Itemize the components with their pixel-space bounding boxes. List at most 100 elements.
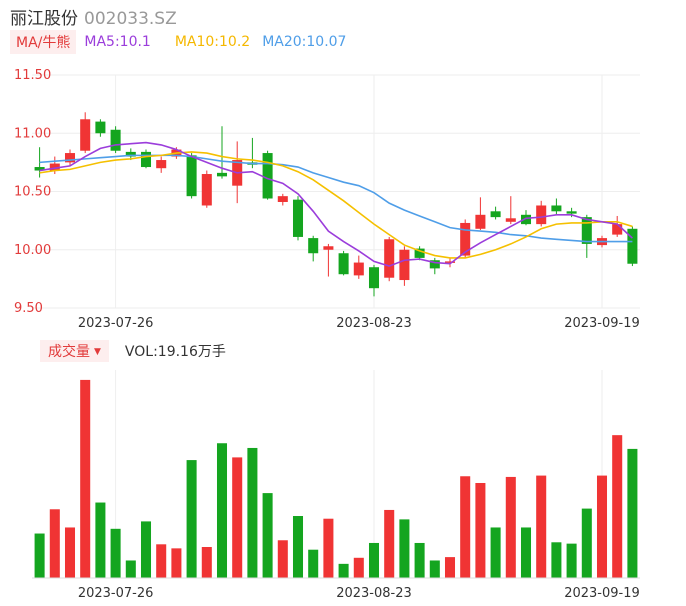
volume-bar [125,560,136,578]
volume-tag-label: 成交量 [48,344,90,360]
volume-bar [262,493,273,578]
volume-bar [566,543,577,578]
candle-body [581,217,592,244]
caret-down-icon: ▼ [94,347,101,357]
volume-bar [323,518,334,578]
volume-date-label: 2023-09-19 [564,586,640,601]
volume-bar [505,476,516,578]
volume-legend: 成交量 ▼ VOL:19.16万手 [40,340,226,362]
volume-bar [201,547,212,578]
volume-bar [536,475,547,578]
candle [95,119,106,137]
candle [186,153,197,199]
volume-bar [292,516,304,578]
candle [80,112,91,154]
candle [475,197,486,230]
candle-body [414,248,425,258]
candle [505,196,516,225]
candle-body [292,199,304,237]
candle [64,149,76,166]
volume-bar [490,527,501,578]
volume-date-label: 2023-07-26 [78,586,154,601]
candle-body [475,214,486,229]
candle-body [64,153,76,163]
candle [262,150,273,200]
candle-body [551,205,562,212]
candle-body [186,155,197,197]
volume-bar [232,457,243,578]
candle [429,257,440,275]
volume-bar [581,508,592,578]
volume-bar [551,542,562,578]
volume-bar [64,527,76,578]
candle-body [520,214,532,225]
candle-body [201,174,212,206]
candle-body [353,262,364,276]
candle [353,255,364,279]
volume-bar [627,448,638,578]
price-tick-label: 10.00 [14,243,51,258]
candle-body [125,151,136,157]
candle-body [627,228,638,264]
candle [140,149,152,169]
candle-body [156,160,167,169]
candle [551,198,562,215]
candle [110,126,121,154]
candle-body [95,121,106,134]
candle-body [49,163,60,171]
candle-body [490,211,501,218]
stock-code: 002033.SZ [84,9,177,29]
candle-body [34,167,45,171]
volume-bar [80,379,91,578]
ma20-line [39,154,633,243]
candle-body [323,246,334,250]
price-date-label: 2023-08-23 [336,316,412,331]
candle-body [505,218,516,222]
candle-body [110,129,121,151]
volume-bar [110,528,121,578]
ma10-line [39,151,633,259]
candle-body [399,249,410,281]
volume-indicator-dropdown[interactable]: 成交量 ▼ [40,340,109,362]
candle [292,196,304,241]
ma5-legend: MA5:10.1 [84,34,151,50]
candle [399,246,410,286]
candle [414,246,425,261]
price-tick-label: 9.50 [14,301,43,316]
candle-body [444,261,456,263]
volume-bar [612,435,623,578]
volume-bar [156,544,167,578]
candle [338,250,349,276]
volume-bar [186,460,197,578]
candle-body [216,172,228,177]
volume-bar [414,542,425,578]
candle-body [536,205,547,225]
candle [627,226,638,267]
candle-body [80,119,91,151]
ma-legend: MA/牛熊 MA5:10.1 MA10:10.2 MA20:10.07 [10,30,346,54]
volume-bar [475,482,486,578]
volume-bar [429,560,440,578]
candle [277,193,288,206]
candle-body [384,239,395,278]
price-tick-label: 11.00 [14,126,51,141]
volume-bar [384,509,395,578]
volume-bar [34,533,45,578]
price-date-label: 2023-09-19 [564,316,640,331]
candle [581,214,592,258]
stock-name: 丽江股份 [10,9,78,29]
candle-body [140,151,152,168]
price-chart[interactable]: 11.50 11.00 10.50 10.00 9.50 2023-07-26 2023-0… [0,0,686,340]
volume-value: VOL:19.16万手 [124,344,226,360]
ma-toggle-button[interactable]: MA/牛熊 [10,30,77,54]
volume-date-label: 2023-08-23 [336,586,412,601]
candle [612,215,623,237]
candle [444,257,456,268]
volume-bar [460,476,471,578]
candle [536,200,547,227]
candle [384,236,395,282]
candle [368,264,380,297]
volume-bar [368,542,380,578]
candle-body [262,153,273,199]
ma5-line [39,141,633,267]
